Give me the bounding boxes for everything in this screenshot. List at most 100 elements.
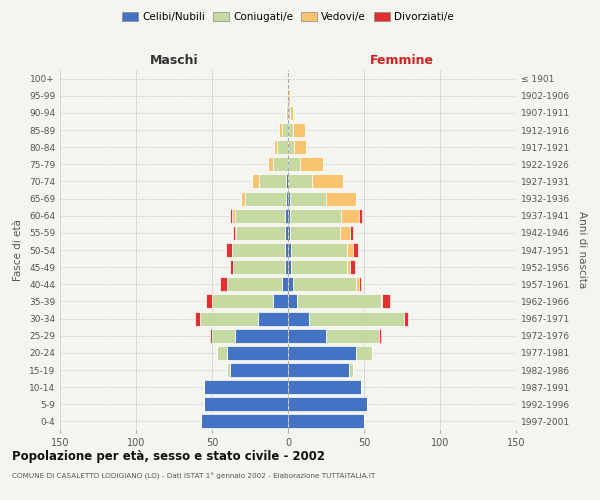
- Bar: [202, 414, 288, 428]
- Bar: [230, 260, 233, 274]
- Bar: [282, 123, 288, 137]
- Bar: [288, 294, 297, 308]
- Bar: [251, 174, 259, 188]
- Bar: [288, 208, 290, 222]
- Bar: [220, 278, 227, 291]
- Bar: [294, 140, 306, 154]
- Bar: [359, 208, 362, 222]
- Bar: [288, 158, 300, 172]
- Bar: [347, 243, 353, 257]
- Bar: [227, 363, 230, 377]
- Legend: Celibi/Nubili, Coniugati/e, Vedovi/e, Divorziati/e: Celibi/Nubili, Coniugati/e, Vedovi/e, Di…: [118, 8, 458, 26]
- Bar: [288, 226, 290, 240]
- Bar: [241, 192, 245, 205]
- Bar: [285, 226, 288, 240]
- Bar: [286, 192, 288, 205]
- Text: Maschi: Maschi: [149, 54, 199, 66]
- Bar: [282, 278, 288, 291]
- Bar: [288, 380, 361, 394]
- Bar: [404, 312, 408, 326]
- Bar: [290, 192, 326, 205]
- Bar: [326, 192, 356, 205]
- Bar: [340, 226, 350, 240]
- Bar: [288, 260, 291, 274]
- Bar: [313, 174, 343, 188]
- Bar: [288, 192, 290, 205]
- Bar: [288, 243, 291, 257]
- Bar: [288, 88, 290, 102]
- Bar: [226, 243, 232, 257]
- Bar: [217, 346, 227, 360]
- Bar: [200, 312, 257, 326]
- Bar: [290, 226, 340, 240]
- Bar: [288, 312, 309, 326]
- Bar: [291, 260, 347, 274]
- Bar: [309, 312, 404, 326]
- Bar: [288, 106, 290, 120]
- Bar: [233, 260, 285, 274]
- Bar: [356, 346, 371, 360]
- Bar: [300, 158, 323, 172]
- Bar: [288, 140, 294, 154]
- Bar: [288, 278, 293, 291]
- Bar: [288, 414, 364, 428]
- Bar: [293, 278, 356, 291]
- Bar: [227, 346, 288, 360]
- Bar: [290, 208, 341, 222]
- Bar: [195, 312, 200, 326]
- Y-axis label: Fasce di età: Fasce di età: [13, 219, 23, 281]
- Bar: [274, 140, 277, 154]
- Bar: [285, 243, 288, 257]
- Bar: [288, 174, 313, 188]
- Text: COMUNE DI CASALETTO LODIGIANO (LO) - Dati ISTAT 1° gennaio 2002 - Elaborazione T: COMUNE DI CASALETTO LODIGIANO (LO) - Dat…: [12, 472, 375, 480]
- Bar: [285, 260, 288, 274]
- Bar: [326, 328, 379, 342]
- Bar: [288, 328, 326, 342]
- Bar: [347, 260, 350, 274]
- Bar: [273, 294, 288, 308]
- Bar: [286, 106, 288, 120]
- Bar: [230, 208, 232, 222]
- Bar: [232, 208, 235, 222]
- Bar: [288, 363, 349, 377]
- Bar: [279, 123, 282, 137]
- Bar: [206, 294, 212, 308]
- Bar: [382, 294, 390, 308]
- Bar: [268, 158, 273, 172]
- Bar: [259, 174, 286, 188]
- Bar: [288, 123, 293, 137]
- Bar: [297, 294, 381, 308]
- Bar: [356, 278, 359, 291]
- Bar: [236, 226, 285, 240]
- Text: Popolazione per età, sesso e stato civile - 2002: Popolazione per età, sesso e stato civil…: [12, 450, 325, 463]
- Bar: [379, 328, 381, 342]
- Bar: [288, 398, 367, 411]
- Bar: [285, 208, 288, 222]
- Bar: [291, 243, 347, 257]
- Bar: [350, 226, 353, 240]
- Bar: [350, 260, 355, 274]
- Bar: [341, 208, 359, 222]
- Bar: [277, 140, 288, 154]
- Bar: [235, 226, 236, 240]
- Bar: [273, 158, 288, 172]
- Bar: [359, 278, 361, 291]
- Bar: [381, 294, 382, 308]
- Bar: [349, 363, 353, 377]
- Bar: [227, 278, 282, 291]
- Bar: [288, 346, 356, 360]
- Bar: [205, 398, 288, 411]
- Bar: [293, 123, 305, 137]
- Bar: [212, 294, 273, 308]
- Bar: [235, 328, 288, 342]
- Bar: [257, 312, 288, 326]
- Text: Femmine: Femmine: [370, 54, 434, 66]
- Y-axis label: Anni di nascita: Anni di nascita: [577, 212, 587, 288]
- Bar: [211, 328, 212, 342]
- Bar: [232, 243, 285, 257]
- Bar: [233, 226, 235, 240]
- Bar: [235, 208, 285, 222]
- Bar: [245, 192, 286, 205]
- Bar: [205, 380, 288, 394]
- Bar: [353, 243, 358, 257]
